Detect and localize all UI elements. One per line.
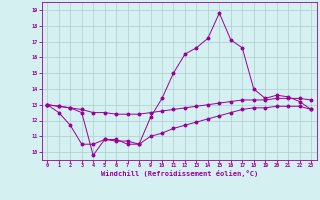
X-axis label: Windchill (Refroidissement éolien,°C): Windchill (Refroidissement éolien,°C) (100, 170, 258, 177)
